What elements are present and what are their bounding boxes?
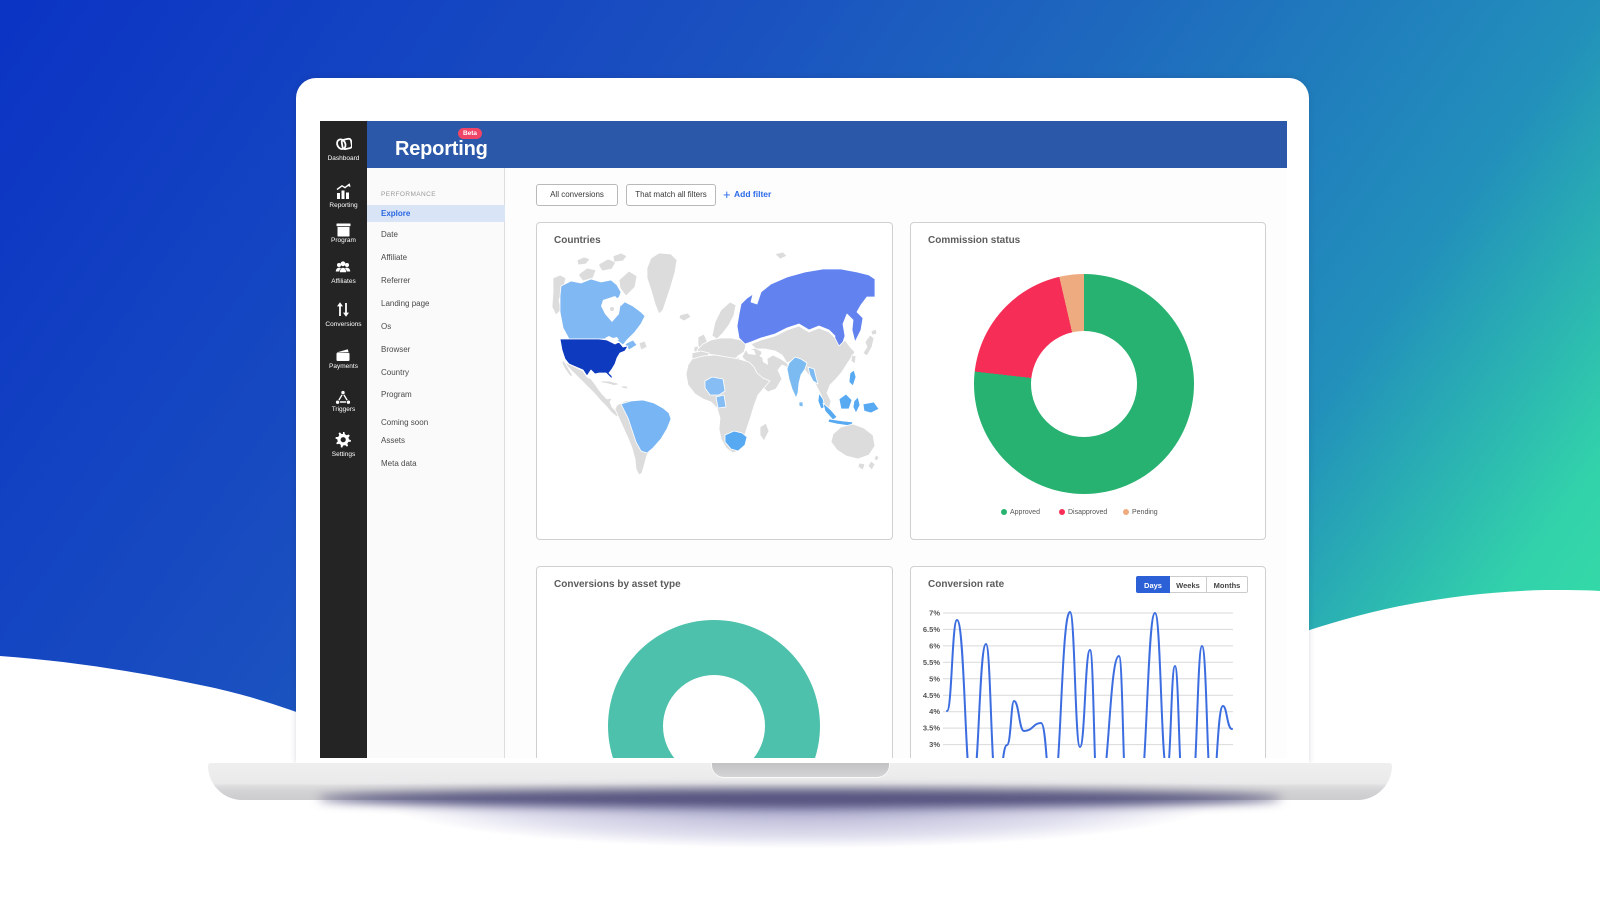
svg-text:6%: 6%: [929, 641, 940, 650]
svg-text:6.5%: 6.5%: [923, 625, 940, 634]
svg-text:3%: 3%: [929, 740, 940, 749]
svg-text:5.5%: 5.5%: [923, 658, 940, 667]
svg-text:7%: 7%: [929, 609, 940, 618]
svg-text:5%: 5%: [929, 674, 940, 683]
svg-text:4%: 4%: [929, 707, 940, 716]
svg-text:3.5%: 3.5%: [923, 724, 940, 733]
svg-text:4.5%: 4.5%: [923, 691, 940, 700]
